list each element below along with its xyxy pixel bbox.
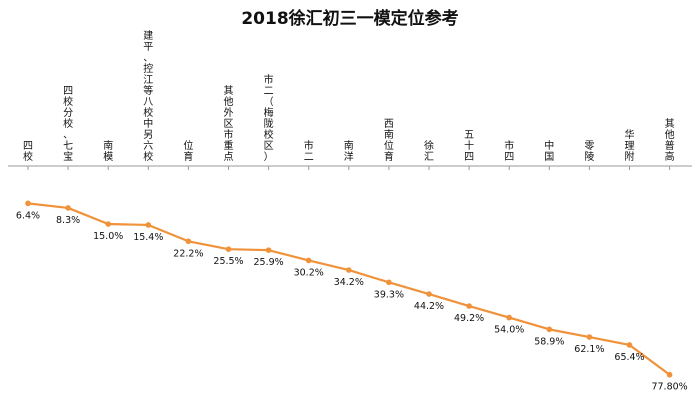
data-point [185,238,192,245]
data-point [265,247,272,253]
category-label: 南模 [103,139,113,163]
data-point [305,257,312,264]
category-label: 其他外区市重点 [224,85,234,163]
value-label: 44.2% [414,301,444,312]
value-label: 25.9% [254,257,284,268]
value-label: 58.9% [534,336,564,347]
value-label: 8.3% [56,215,80,226]
category-label: 南洋 [344,139,354,163]
category-label: 零陵 [584,140,594,163]
x-axis-ticks [27,166,671,170]
data-point [586,334,593,340]
data-point [426,291,432,297]
category-label: 中国 [544,139,554,163]
value-label: 34.2% [334,277,364,288]
value-label: 25.5% [213,256,243,267]
category-label: 四校分校、七宝 [63,86,73,163]
value-label: 62.1% [574,344,604,355]
value-label: 65.4% [614,352,644,363]
value-label: 39.3% [374,289,404,300]
category-label: 其他普高 [665,118,675,163]
value-label: 6.4% [16,210,40,221]
value-label: 30.2% [294,267,324,278]
data-point [546,326,553,333]
category-label: 华理附 [625,128,635,163]
category-label: 市二（梅陇校区） [264,73,274,163]
data-point [65,205,71,211]
chart-title: 2018徐汇初三一模定位参考 [241,8,458,29]
category-label: 四校 [23,141,33,163]
data-point [145,222,152,228]
category-label: 西南位育 [384,119,394,163]
category-label: 位育 [183,139,193,163]
data-point [626,342,633,348]
category-label: 五十四 [464,130,474,163]
value-label: 77.80% [651,382,687,393]
data-point [666,371,673,378]
value-label: 54.0% [494,325,524,336]
data-point [466,303,472,309]
category-label: 市四 [504,139,514,163]
value-label: 15.4% [133,232,163,243]
data-point [386,279,392,286]
category-label: 建平、控江等八校中另六校 [143,29,153,163]
category-label: 市二 [304,139,314,163]
value-label: 15.0% [93,231,123,242]
data-point [105,221,111,227]
data-point [25,200,31,207]
data-point [225,246,232,252]
data-point [506,314,512,321]
data-points [25,200,673,378]
value-labels: 6.4% 8.3% 15.0% 15.4% 22.2% 25.5% 25.9% 30.2% 34… [16,210,688,392]
value-label: 22.2% [173,248,203,259]
category-label: 徐汇 [424,139,434,163]
value-label: 49.2% [454,313,484,324]
data-point [346,267,352,273]
